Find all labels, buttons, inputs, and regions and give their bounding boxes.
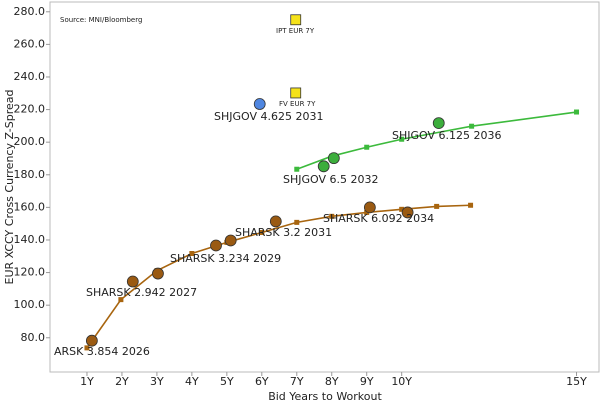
bond-label: SHARSK 3.2 2031 [235, 226, 332, 239]
line-marker [469, 123, 475, 129]
x-tick-label: 1Y [80, 375, 94, 388]
x-tick-label: 15Y [566, 375, 587, 388]
line-marker [189, 251, 195, 257]
bond-point [152, 267, 164, 280]
x-tick-label: 5Y [220, 375, 234, 388]
y-tick-label: 120.0 [14, 266, 46, 279]
bond-point [210, 239, 222, 252]
bond-label: SHARSK 2.942 2027 [86, 286, 197, 299]
y-tick-label: 240.0 [14, 70, 46, 83]
bond-point [363, 201, 376, 214]
line-marker [294, 166, 300, 172]
line-marker [399, 206, 405, 212]
x-tick-label: 8Y [325, 375, 339, 388]
bond-point [126, 275, 139, 288]
line-marker [329, 213, 335, 219]
bond-label: SHARSK 3.234 2029 [170, 252, 281, 265]
bond-point [224, 234, 237, 247]
y-tick-label: 260.0 [14, 37, 46, 50]
y-tick-label: 280.0 [14, 5, 46, 18]
x-tick-label: 9Y [360, 375, 374, 388]
line-marker [574, 109, 580, 115]
y-tick-label: 180.0 [14, 168, 46, 181]
bond-point [432, 117, 445, 130]
y-tick-label: 100.0 [14, 298, 46, 311]
line-marker [468, 202, 474, 208]
y-tick-label: 200.0 [14, 135, 46, 148]
level-point [290, 87, 302, 99]
x-tick-label: 7Y [290, 375, 304, 388]
plot-area [49, 1, 600, 373]
bond-point [269, 215, 282, 228]
x-tick-label: 6Y [255, 375, 269, 388]
line-marker [399, 136, 405, 142]
bond-label: ARSK 3.854 2026 [54, 345, 150, 358]
line-marker [118, 297, 124, 303]
x-axis-label: Bid Years to Workout [268, 390, 382, 403]
line-marker [364, 209, 370, 215]
bond-label: SHARSK 6.092 2034 [323, 212, 434, 225]
line-marker [84, 345, 90, 351]
y-tick-label: 160.0 [14, 200, 46, 213]
bond-label: IPT EUR 7Y [276, 27, 315, 35]
bond-point [401, 206, 414, 219]
bond-point [317, 160, 330, 173]
y-axis-label: EUR XCCY Cross Currency Z-Spread [3, 89, 16, 284]
y-tick-label: 140.0 [14, 233, 46, 246]
line-marker [294, 219, 300, 225]
line-marker [364, 144, 370, 150]
line-marker [434, 203, 440, 209]
x-tick-label: 2Y [115, 375, 129, 388]
bond-point [327, 152, 340, 165]
bond-point [253, 98, 266, 110]
bond-label: FV EUR 7Y [279, 100, 316, 108]
bond-point [85, 334, 98, 347]
series-line [296, 111, 577, 170]
x-tick-label: 4Y [185, 375, 199, 388]
x-tick-label: 3Y [150, 375, 164, 388]
y-tick-label: 220.0 [14, 103, 46, 116]
line-marker [259, 229, 265, 235]
source: Source: MNI/Bloomberg [60, 16, 142, 24]
bond-label: SHJGOV 4.625 2031 [214, 110, 324, 123]
bond-label: SHJGOV 6.5 2032 [283, 173, 379, 186]
y-tick-label: 80.0 [21, 331, 46, 344]
level-point [290, 14, 302, 26]
x-tick-label: 10Y [391, 375, 412, 388]
bond-label: SHJGOV 6.125 2036 [392, 129, 502, 142]
